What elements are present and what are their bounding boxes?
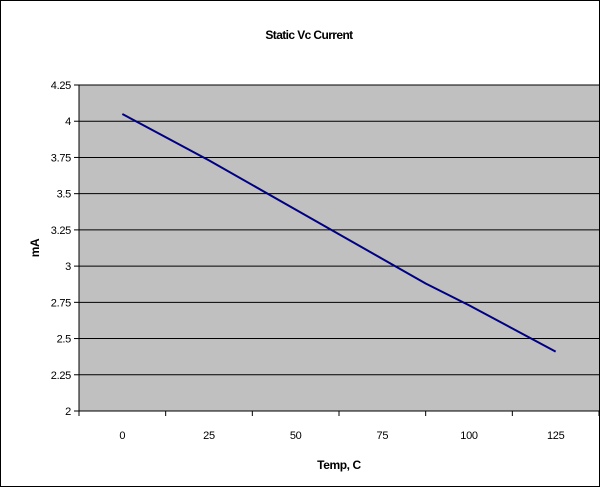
x-tick-label-4: 100 [460,430,478,442]
y-tick-label-2: 2.5 [57,334,72,346]
grid-lines [79,84,599,412]
y-tick-label-7: 3.75 [51,152,71,164]
y-axis-title: mA [28,238,42,257]
x-tick-label-2: 50 [290,430,302,442]
y-tick-label-0: 2 [65,406,71,418]
x-axis-title: Temp, C [317,458,361,472]
x-tick-label-0: 0 [119,430,125,442]
y-tick-label-6: 3.5 [57,189,72,201]
x-tick-label-1: 25 [203,430,215,442]
x-tick-label-5: 125 [547,430,565,442]
x-tick-label-3: 75 [377,430,389,442]
y-tick-label-1: 2.25 [51,370,71,382]
y-tick-label-9: 4.25 [51,80,71,92]
y-tick-label-5: 3.25 [51,225,71,237]
y-tick-label-4: 3 [65,261,71,273]
x-axis-ticks: 0 25 50 75 100 125 [78,411,600,442]
plot-area [79,85,599,411]
chart-title: Static Vc Current [265,28,353,42]
series-line-0 [121,113,557,353]
y-axis-ticks: 2 2.25 2.5 2.75 3 3.25 3.5 3.75 4 4.25 [51,80,79,418]
y-tick-label-8: 4 [65,116,71,128]
series-group [121,113,557,353]
y-tick-label-3: 2.75 [51,297,71,309]
